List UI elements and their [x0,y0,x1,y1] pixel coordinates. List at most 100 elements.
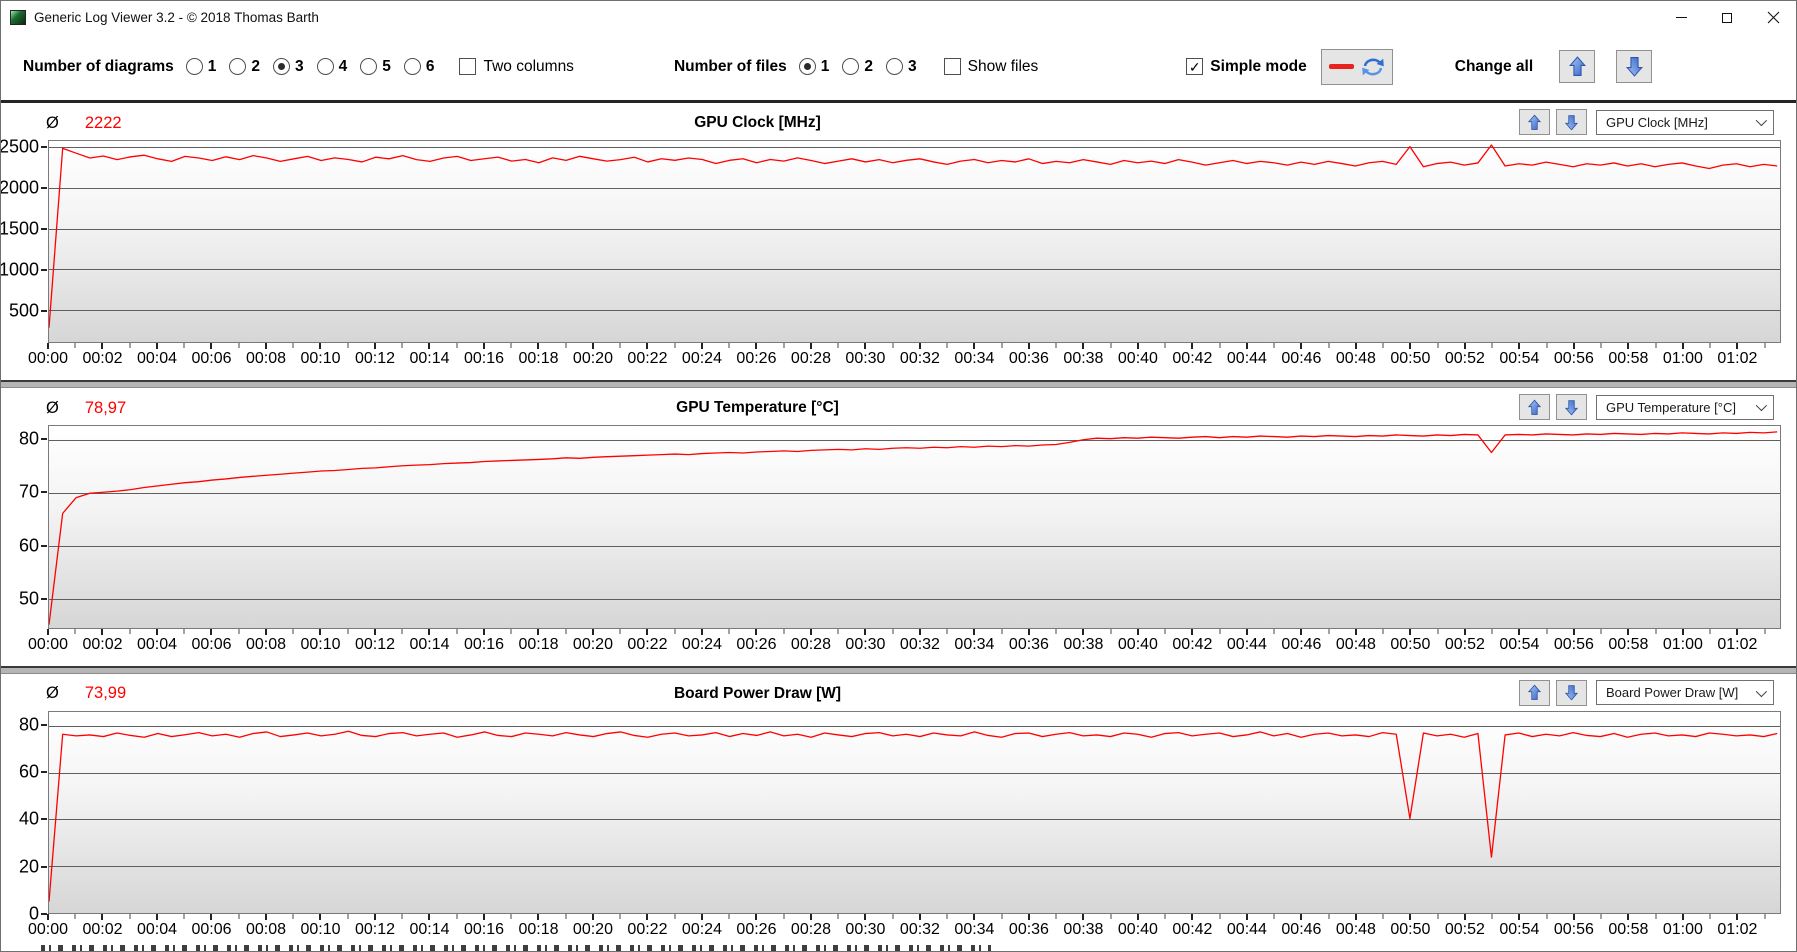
diagrams-option-5[interactable]: 5 [360,58,391,76]
two-columns-checkbox[interactable]: Two columns [459,57,574,76]
two-columns-label: Two columns [483,57,574,75]
x-minor-tick-mark [946,628,948,634]
x-tick-label: 01:02 [1717,350,1758,368]
show-files-checkbox[interactable]: Show files [943,58,1038,76]
chart-title: Board Power Draw [W] [673,684,842,702]
line-style-refresh-button[interactable] [1320,48,1393,85]
x-tick-label: 00:42 [1172,635,1213,653]
x-tick-label: 00:58 [1608,920,1649,938]
x-tick-mark [1300,628,1303,635]
x-tick-mark [101,913,104,920]
x-minor-tick-mark [510,913,512,919]
x-minor-tick-mark [1709,628,1711,634]
y-tick-mark [41,309,47,312]
close-button[interactable] [1750,1,1796,34]
move-chart-up-button[interactable] [1519,394,1550,421]
diagrams-option-1[interactable]: 1 [185,58,216,76]
move-chart-down-button[interactable] [1556,679,1587,706]
move-chart-down-button[interactable] [1556,109,1587,135]
metric-select[interactable]: Board Power Draw [W] [1596,680,1774,706]
x-tick-label: 00:48 [1335,920,1376,938]
x-tick-mark [1572,343,1575,350]
x-minor-tick-mark [674,913,676,919]
x-minor-tick-mark [1764,343,1766,349]
gridline [49,866,1780,868]
move-chart-up-button[interactable] [1519,679,1550,706]
x-tick-mark [918,913,921,920]
panel-separator [1,665,1796,674]
gridline [49,725,1780,727]
x-tick-label: 00:24 [681,920,722,938]
simple-mode-checkbox[interactable]: ✓ Simple mode [1186,58,1307,76]
y-tick-mark [41,491,47,494]
files-option-3[interactable]: 3 [886,58,917,76]
radio-icon [798,58,816,75]
x-tick-label: 00:10 [300,350,341,368]
x-minor-tick-mark [510,628,512,634]
chevron-down-icon [1755,400,1768,412]
x-minor-tick-mark [347,343,349,349]
x-minor-tick-mark [347,628,349,634]
minimize-button[interactable] [1658,1,1704,34]
chart-panel-gpu-clock: Ø 2222 GPU Clock [MHz] GPU Clock [MHz] [1,103,1796,380]
change-all-up-button[interactable] [1559,50,1596,83]
x-tick-mark [1572,628,1575,635]
chart-panel-gpu-temperature: Ø 78,97 GPU Temperature [°C] GPU Tempera… [1,388,1796,665]
x-tick-mark [1463,628,1466,635]
x-tick-mark [1245,913,1248,920]
x-tick-mark [373,913,376,920]
x-tick-label: 00:46 [1281,350,1322,368]
files-option-1[interactable]: 1 [798,58,829,76]
diagrams-option-3[interactable]: 3 [272,58,304,76]
x-minor-tick-mark [674,343,676,349]
diagrams-option-6[interactable]: 6 [403,58,434,76]
x-tick-mark [1354,628,1357,635]
x-tick-mark [1518,343,1521,350]
panel-separator [1,380,1796,389]
x-tick-mark [1027,343,1030,350]
x-tick-mark [1136,343,1139,350]
x-tick-mark [47,628,49,635]
x-minor-tick-mark [347,913,349,919]
x-minor-tick-mark [1055,628,1057,634]
arrow-up-icon [1528,114,1541,130]
x-tick-mark [646,913,649,920]
gridline [49,598,1780,600]
x-tick-label: 00:36 [1008,920,1049,938]
files-option-2[interactable]: 2 [842,58,873,76]
maximize-button[interactable] [1704,1,1750,34]
y-tick-label: 80 [18,714,39,735]
x-tick-mark [1463,343,1466,350]
x-minor-tick-mark [1001,628,1003,634]
window-controls [1658,1,1796,34]
x-tick-mark [264,628,267,635]
x-tick-mark [537,913,540,920]
x-tick-mark [1191,343,1194,350]
diagrams-option-4[interactable]: 4 [316,58,347,76]
x-tick-mark [1518,913,1521,920]
y-tick-label: 0 [28,903,39,924]
x-tick-label: 00:44 [1226,635,1267,653]
x-minor-tick-mark [837,913,839,919]
x-tick-label: 00:36 [1008,635,1049,653]
x-tick-label: 00:04 [136,350,178,368]
x-tick-label: 00:08 [245,350,287,368]
move-chart-up-button[interactable] [1519,109,1550,135]
x-tick-label: 01:00 [1662,350,1703,368]
metric-select[interactable]: GPU Temperature [°C] [1596,394,1774,420]
x-tick-mark [973,913,976,920]
x-minor-tick-mark [129,343,131,349]
x-tick-label: 01:00 [1662,920,1703,938]
move-chart-down-button[interactable] [1556,394,1587,421]
chart-controls: Board Power Draw [W] [1513,679,1774,706]
change-all-down-button[interactable] [1616,50,1653,83]
metric-select[interactable]: GPU Clock [MHz] [1596,109,1774,135]
gridline [49,492,1780,494]
radio-icon [229,58,247,75]
x-tick-mark [1245,343,1248,350]
gridline [49,228,1780,230]
plot-row: 50 60 70 80 [1,425,1781,629]
x-tick-mark [755,913,758,920]
diagrams-option-2[interactable]: 2 [229,58,260,76]
x-tick-mark [646,628,649,635]
